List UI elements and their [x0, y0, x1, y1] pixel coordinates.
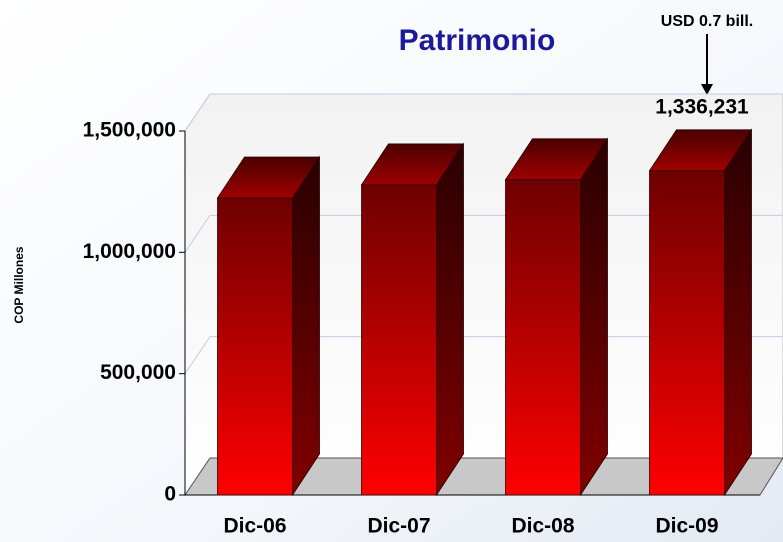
annotation-arrowhead [701, 84, 713, 95]
bar-side [580, 137, 608, 497]
x-tick-label: Dic-08 [511, 515, 574, 538]
bar-top [648, 129, 753, 172]
y-tick-label: 1,000,000 [83, 240, 176, 263]
chart-title: Patrimonio [399, 24, 556, 57]
bar-side [436, 142, 464, 497]
y-tick-label: 0 [164, 483, 176, 506]
annotation: USD 0.7 bill. [661, 13, 753, 30]
bar [649, 170, 725, 496]
grid-line [184, 93, 783, 132]
bar-top [504, 138, 609, 181]
x-tick-label: Dic-07 [367, 515, 430, 538]
x-tick-label: Dic-09 [655, 515, 718, 538]
bar [505, 179, 581, 496]
data-label: 1,336,231 [655, 95, 749, 118]
bar-side [292, 155, 320, 497]
x-tick-label: Dic-06 [223, 515, 286, 538]
bar [361, 184, 437, 496]
bar-top [360, 143, 465, 186]
bar [217, 197, 293, 496]
y-tick-label: 1,500,000 [83, 119, 176, 142]
bar-side [724, 128, 752, 497]
y-axis-label: COP Millones [12, 246, 26, 323]
bar-top [216, 156, 321, 199]
y-tick-label: 500,000 [100, 361, 176, 384]
